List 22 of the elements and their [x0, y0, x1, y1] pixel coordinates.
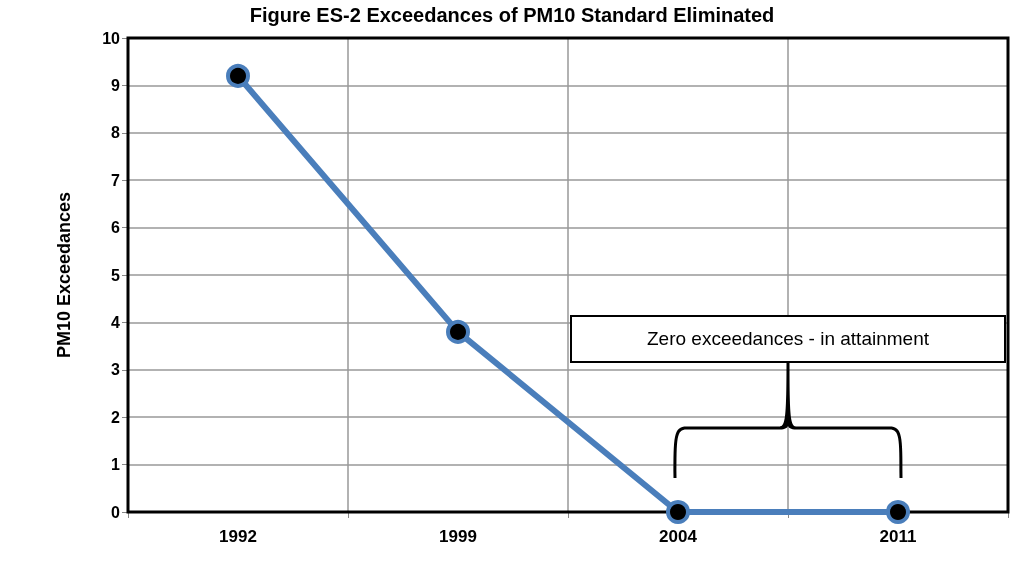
point [666, 500, 690, 524]
y-tick-label: 3 [111, 361, 121, 379]
x-tick-label: 2011 [879, 527, 917, 546]
y-tick-label: 9 [111, 76, 121, 94]
callout-box: Zero exceedances - in attainment [570, 315, 1006, 363]
chart-title: Figure ES-2 Exceedances of PM10 Standard Eliminated [249, 4, 775, 26]
y-tick-label: 0 [111, 503, 121, 521]
y-tick-label: 2 [111, 408, 121, 426]
x-tick-label: 1999 [439, 527, 477, 546]
y-tick-label: 8 [111, 124, 121, 142]
y-tick-label: 7 [111, 171, 121, 189]
point [226, 63, 250, 88]
point [886, 500, 910, 524]
y-tick-label: 6 [111, 219, 121, 237]
y-axis-title: PM10 Exceedances [54, 191, 74, 359]
point [446, 319, 470, 344]
y-tick-label: 1 [111, 456, 121, 474]
x-tick-label: 2004 [659, 527, 698, 546]
y-tick-label: 5 [111, 266, 121, 284]
x-tick-label: 1992 [219, 527, 257, 546]
y-tick-label: 10 [102, 29, 121, 47]
y-tick-label: 4 [111, 313, 121, 331]
